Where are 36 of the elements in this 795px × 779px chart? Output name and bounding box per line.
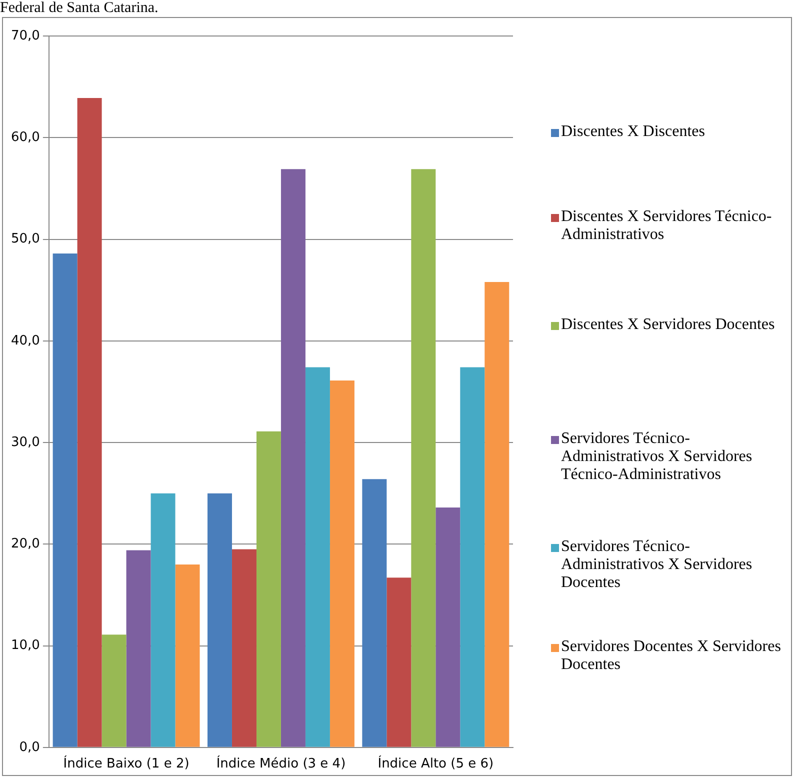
y-tick-label: 20,0 [10, 536, 40, 552]
legend-label: Servidores Técnico-Administrativos X Servidores Técnico-Administrativos [561, 430, 754, 484]
bar [330, 380, 354, 747]
bar [126, 550, 151, 747]
bar [232, 549, 256, 747]
x-tick-label: Índice Alto (5 e 6) [378, 754, 494, 772]
y-tick-label: 0,0 [19, 740, 40, 755]
legend-label: Servidores Técnico-Administrativos X Servidores Docentes [561, 538, 754, 592]
bar [77, 98, 102, 747]
bar [175, 564, 200, 747]
bar [102, 634, 126, 747]
legend-label: Discentes X Servidores Docentes [561, 316, 775, 334]
bar [386, 578, 412, 747]
y-tick-label: 10,0 [10, 638, 40, 654]
y-tick-label: 40,0 [10, 333, 40, 348]
text: Federal de Santa Catarina. [0, 0, 158, 16]
legend-label: Servidores Docentes X Servidores Docentes [561, 638, 782, 674]
bar [484, 282, 510, 747]
bar [208, 493, 232, 747]
legend-label: Discentes X Discentes [561, 123, 705, 141]
x-tick-label: Índice Baixo (1 e 2) [63, 754, 190, 772]
bar [256, 431, 281, 747]
legend-label: Discentes X Servidores Técnico-Administrativos [561, 208, 773, 244]
bar [411, 169, 436, 747]
bar [305, 367, 330, 747]
y-tick-label: 30,0 [10, 434, 40, 450]
bar [436, 508, 460, 747]
bar [150, 493, 176, 747]
bar [460, 367, 485, 747]
y-tick-label: 50,0 [10, 232, 40, 247]
bar [280, 169, 306, 747]
y-tick-label: 70,0 [10, 28, 40, 44]
bar [362, 479, 387, 747]
y-tick-label: 60,0 [10, 130, 40, 146]
bar [52, 253, 78, 747]
x-tick-label: Índice Médio (3 e 4) [216, 754, 346, 772]
